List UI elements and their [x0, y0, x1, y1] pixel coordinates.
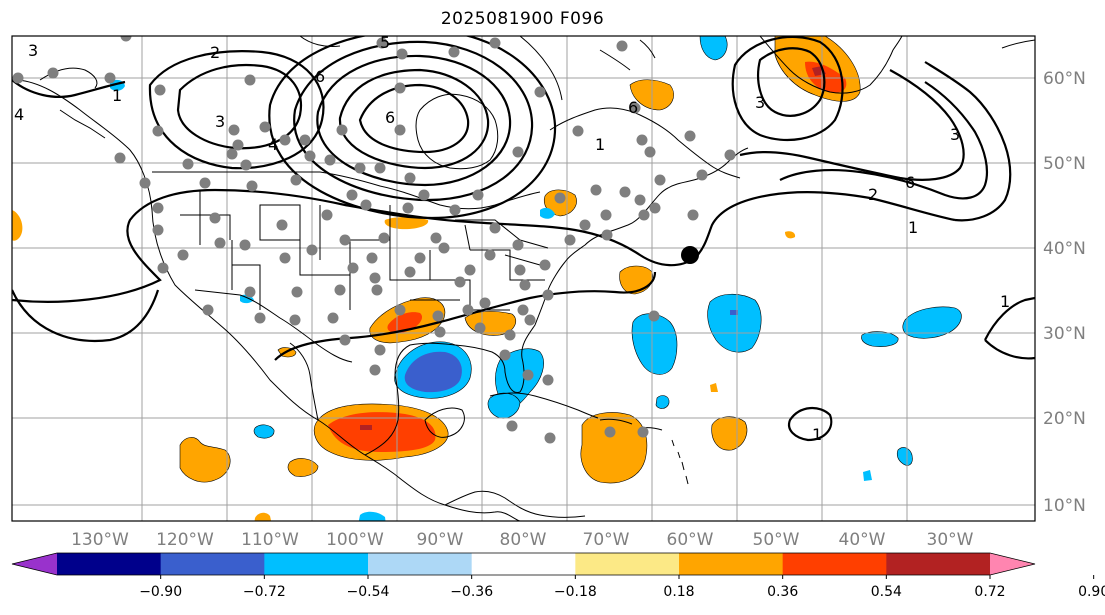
colorbar-tick-label: −0.36 — [450, 584, 493, 600]
colorbar-swatch — [575, 553, 680, 575]
station-markers — [12, 36, 736, 444]
contour-label: 3 — [950, 125, 960, 144]
lon-tick-label: 120°W — [156, 530, 214, 550]
lon-tick-label: 100°W — [326, 530, 384, 550]
colorbar-swatch — [782, 553, 887, 575]
colorbar-swatch — [57, 553, 162, 575]
contour-label: 1 — [112, 86, 122, 105]
contour-label: 1 — [595, 135, 605, 154]
colorbar-tick-label: 0.72 — [974, 584, 1005, 600]
colorbar-swatch — [471, 553, 576, 575]
contour-label: 6 — [628, 98, 638, 117]
contour-label: 1 — [1000, 292, 1010, 311]
map-title: 2025081900 F096 — [440, 9, 605, 29]
graticule — [12, 36, 1035, 521]
colorbar-tick-label: −0.90 — [139, 584, 182, 600]
coastlines — [17, 36, 1035, 521]
lat-tick-label: 50°N — [1043, 154, 1086, 174]
colorbar-tick-label: 0.36 — [767, 584, 798, 600]
colorbar-outline — [11, 552, 1036, 576]
lat-tick-label: 10°N — [1043, 496, 1086, 516]
lat-tick-label: 60°N — [1043, 69, 1086, 89]
colorbar-max-arrow — [990, 553, 1035, 575]
contour-label: 1 — [908, 218, 918, 237]
contour-lines — [12, 36, 1035, 442]
map-area — [12, 36, 1035, 521]
contour-label: 3 — [215, 112, 225, 131]
lon-tick-label: 60°W — [667, 530, 714, 550]
map-frame — [11, 35, 1036, 522]
lat-tick-label: 40°N — [1043, 239, 1086, 259]
colorbar-labels: −0.90 −0.72 −0.54 −0.36 −0.18 0.18 0.36 0.54 0.7… — [139, 575, 1105, 600]
colorbar-tick-label: −0.72 — [243, 584, 286, 600]
colorbar-tick-label: 0.18 — [663, 584, 694, 600]
lon-tick-label: 130°W — [71, 530, 129, 550]
lon-tick-label: 50°W — [753, 530, 800, 550]
colorbar-swatch — [679, 553, 784, 575]
latitude-labels: 60°N 50°N 40°N 30°N 20°N 10°N — [1043, 69, 1086, 516]
lat-tick-label: 20°N — [1043, 409, 1086, 429]
colorbar-tick-label: −0.18 — [554, 584, 597, 600]
lon-tick-label: 90°W — [417, 530, 464, 550]
contour-label: 2 — [210, 43, 220, 62]
lon-tick-label: 30°W — [927, 530, 974, 550]
colorbar-tick-label: 0.90 — [1078, 584, 1105, 600]
colorbar-tick-label: 0.54 — [871, 584, 902, 600]
storm-center-marker — [681, 246, 699, 264]
lon-tick-label: 80°W — [500, 530, 547, 550]
contour-label: 1 — [812, 425, 822, 444]
colorbar-tick-label: −0.54 — [347, 584, 390, 600]
colorbar-swatch — [886, 553, 991, 575]
contour-label: 2 — [868, 185, 878, 204]
lat-tick-label: 30°N — [1043, 324, 1086, 344]
colorbar-swatch — [160, 553, 265, 575]
colorbar — [11, 552, 1036, 576]
contour-label: 4 — [268, 135, 278, 154]
contour-label: 5 — [380, 33, 390, 52]
contour-label: 6 — [905, 173, 915, 192]
contour-label: 6 — [385, 108, 395, 127]
anomaly-shading — [12, 36, 962, 521]
lon-tick-label: 110°W — [241, 530, 299, 550]
lon-tick-label: 40°W — [839, 530, 886, 550]
contour-label: 3 — [755, 93, 765, 112]
longitude-labels: 130°W 120°W 110°W 100°W 90°W 80°W 70°W 6… — [71, 530, 974, 550]
lon-tick-label: 70°W — [583, 530, 630, 550]
contour-value-labels: 1 2 3 4 5 6 6 1 6 3 3 6 2 1 1 1 3 4 — [14, 33, 1010, 444]
colorbar-swatch — [264, 553, 369, 575]
contour-label: 3 — [28, 41, 38, 60]
arctic-coastlines — [39, 36, 656, 139]
contour-label: 4 — [14, 105, 24, 124]
colorbar-min-arrow — [12, 553, 57, 575]
colorbar-swatch — [368, 553, 473, 575]
contour-label: 6 — [315, 67, 325, 86]
